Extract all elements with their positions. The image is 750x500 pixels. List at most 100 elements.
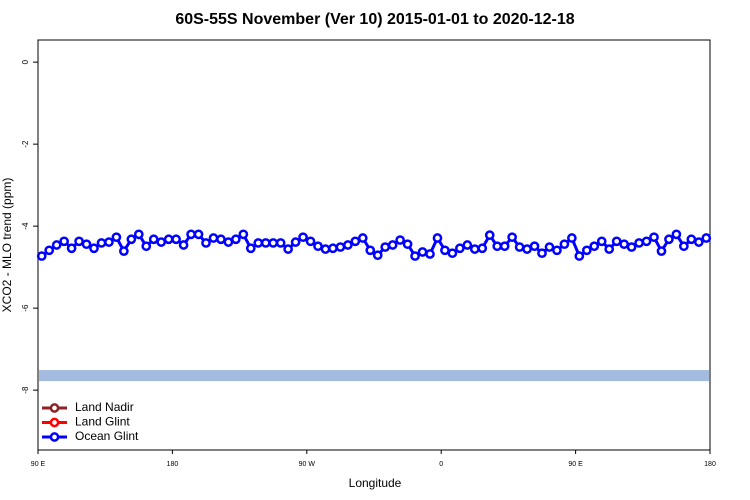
x-tick-label: 90 E: [31, 461, 46, 468]
chart-title: 60S-55S November (Ver 10) 2015-01-01 to …: [175, 11, 574, 28]
point: [223, 237, 234, 247]
point: [664, 234, 674, 245]
point: [447, 248, 458, 259]
legend-label: Ocean Glint: [75, 429, 139, 443]
point: [59, 236, 69, 247]
x-tick-label: 90 E: [568, 461, 583, 468]
point: [141, 241, 152, 252]
point: [626, 242, 637, 252]
point: [328, 243, 338, 254]
point: [133, 229, 144, 240]
x-tick-label: 0: [439, 461, 443, 468]
legend-label: Land Nadir: [75, 400, 134, 414]
point: [186, 229, 196, 240]
point: [253, 238, 264, 248]
y-tick-label: 0: [21, 59, 30, 64]
point: [507, 232, 517, 243]
point: [604, 244, 615, 254]
x-tick-label: 90 W: [299, 461, 316, 468]
point: [671, 229, 682, 240]
point: [313, 241, 323, 252]
point: [208, 233, 219, 243]
point: [290, 237, 301, 247]
legend-marker: [49, 417, 60, 428]
point: [469, 244, 480, 254]
point: [320, 244, 331, 254]
point: [634, 238, 644, 248]
point: [275, 238, 286, 248]
point: [260, 238, 271, 248]
point: [440, 245, 450, 256]
point: [574, 251, 585, 261]
plot-frame: [37, 39, 711, 451]
point: [649, 232, 659, 243]
point: [126, 234, 137, 245]
y-tick-label: -6: [21, 304, 30, 312]
point: [596, 236, 607, 247]
point: [395, 235, 405, 245]
point: [656, 246, 667, 256]
legend-marker: [49, 403, 60, 413]
point: [104, 237, 114, 247]
point: [81, 239, 92, 250]
point: [163, 234, 174, 245]
point: [559, 239, 570, 250]
point: [283, 244, 293, 254]
point: [365, 245, 376, 256]
point: [410, 251, 420, 261]
point: [245, 243, 256, 254]
point: [611, 236, 622, 247]
x-tick-label: 180: [167, 461, 179, 468]
x-axis-label: Longitude: [349, 476, 402, 490]
point: [581, 245, 592, 256]
x-tick-label: 180: [704, 461, 716, 468]
point: [111, 232, 122, 243]
point: [305, 236, 316, 247]
point: [537, 248, 547, 259]
point: [372, 250, 383, 261]
coverage-band: [39, 370, 709, 382]
point: [380, 242, 391, 252]
legend-marker: [49, 432, 60, 442]
point: [567, 233, 577, 243]
point: [701, 233, 712, 243]
point: [425, 249, 435, 259]
point: [484, 230, 495, 241]
point: [544, 242, 555, 252]
point: [589, 241, 600, 252]
point: [693, 237, 704, 247]
point: [499, 241, 510, 252]
point: [238, 229, 249, 240]
point: [679, 241, 689, 252]
point: [686, 234, 697, 245]
point: [641, 236, 652, 247]
point: [529, 241, 540, 252]
point: [343, 240, 353, 250]
point: [522, 244, 532, 254]
point: [36, 251, 47, 261]
point: [619, 239, 629, 250]
point: [231, 234, 241, 245]
point: [552, 245, 562, 256]
point: [156, 237, 167, 247]
point: [492, 241, 503, 252]
y-axis-label: XCO2 - MLO trend (ppm): [0, 178, 14, 313]
y-tick-label: -8: [21, 386, 30, 394]
point: [432, 233, 443, 243]
point: [193, 229, 204, 240]
point: [455, 243, 465, 254]
point: [44, 245, 55, 256]
point: [462, 240, 473, 250]
legend-label: Land Glint: [75, 415, 130, 429]
point: [402, 239, 413, 250]
point: [387, 240, 398, 250]
point: [89, 243, 99, 254]
point: [51, 240, 62, 250]
point: [477, 243, 488, 254]
y-tick-label: -4: [21, 222, 30, 230]
point: [417, 247, 428, 257]
point: [350, 236, 361, 247]
y-tick-label: -2: [21, 140, 30, 148]
